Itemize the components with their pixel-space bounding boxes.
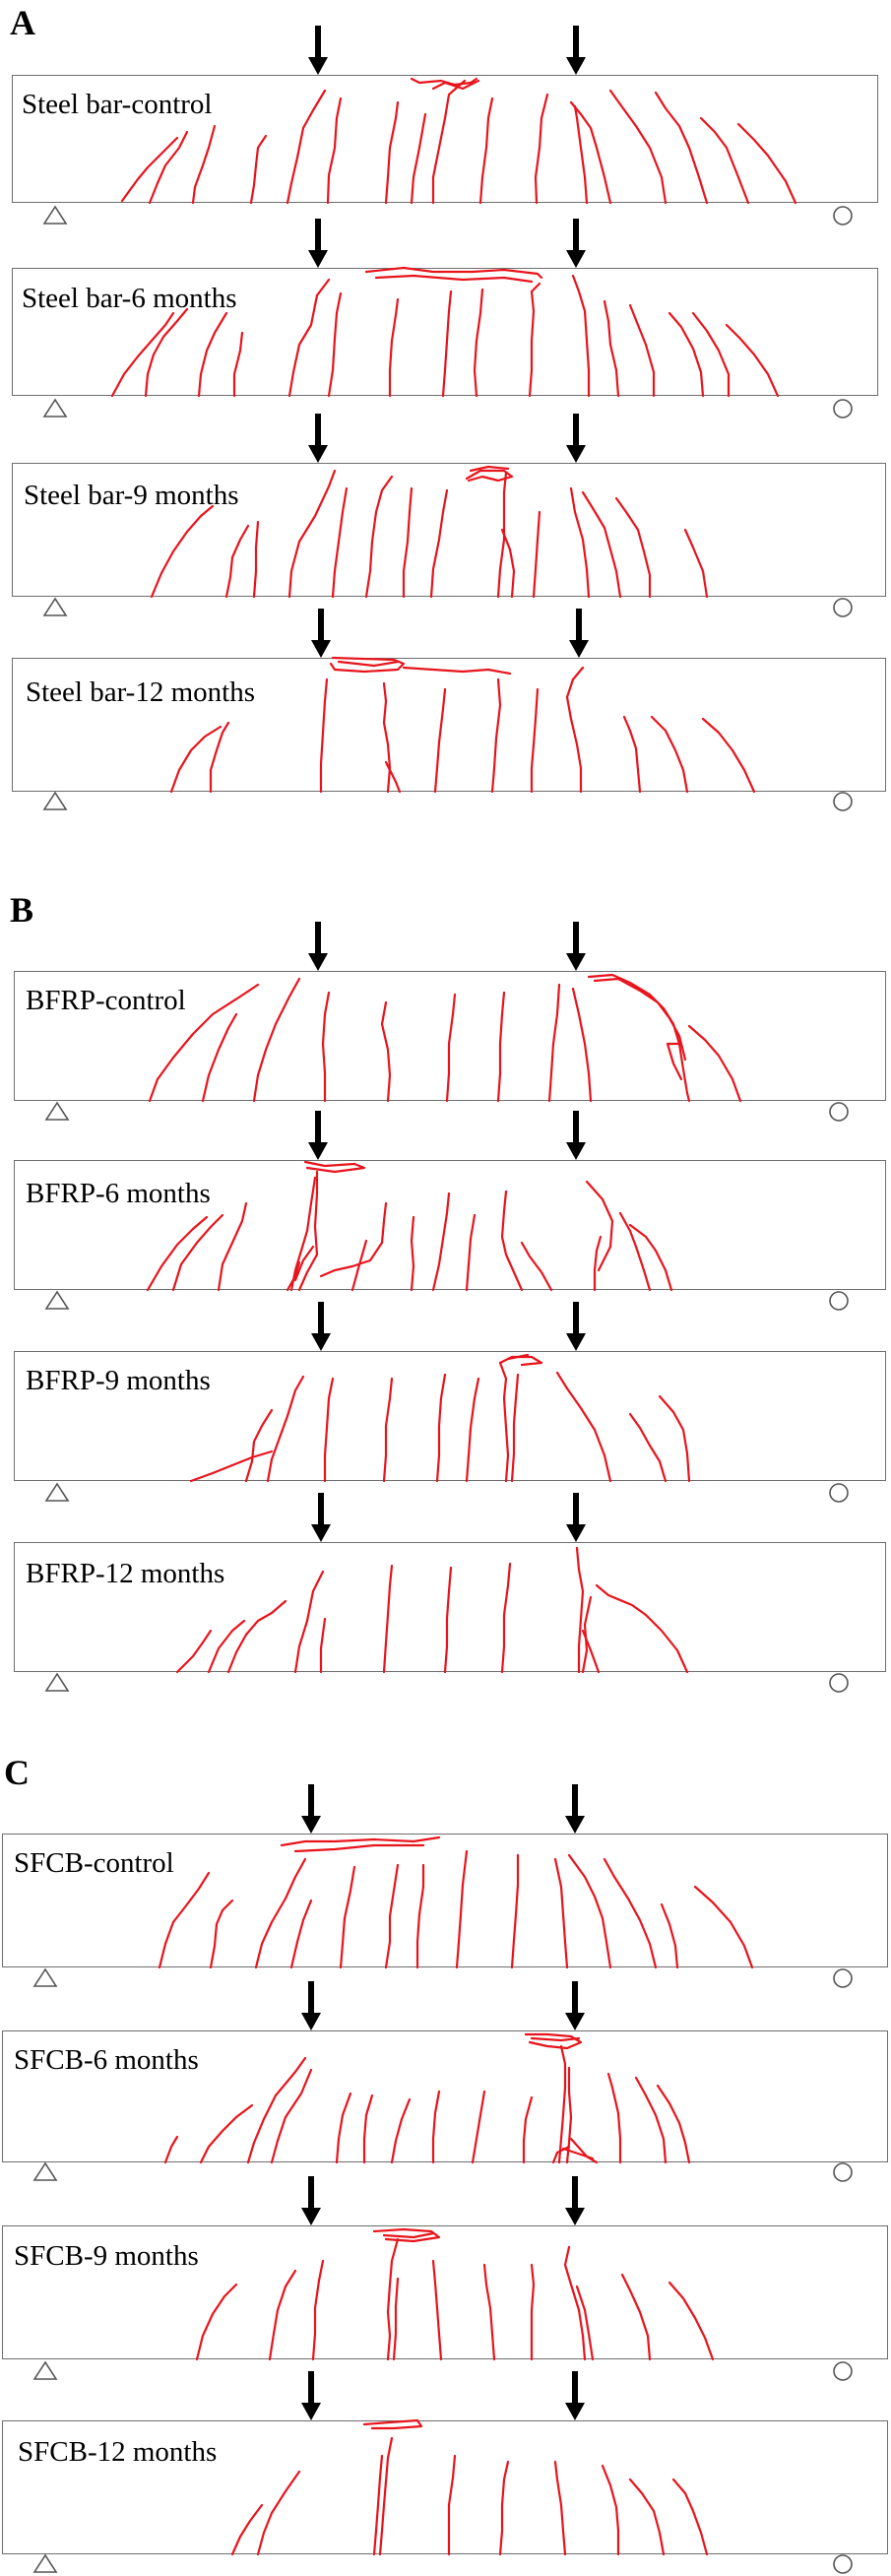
beam-bfrp-control — [14, 971, 886, 1101]
cracks-sfcb-6-months — [163, 2032, 691, 2164]
beam-steel-6-months — [12, 268, 878, 396]
beam-label: Steel bar-12 months — [26, 676, 255, 708]
down-arrow-icon — [308, 922, 328, 971]
down-arrow-icon — [566, 1493, 586, 1542]
beam-bfrp-9-months — [14, 1351, 886, 1481]
cracks-bfrp-control — [148, 973, 742, 1103]
down-arrow-icon — [566, 26, 586, 75]
beam-label: BFRP-control — [26, 985, 186, 1016]
triangle-support-icon — [33, 2554, 57, 2573]
circle-support-icon — [833, 2361, 853, 2381]
beam-label: Steel bar-9 months — [24, 480, 239, 511]
down-arrow-icon — [301, 2176, 321, 2225]
beam-label: SFCB-control — [14, 1847, 174, 1879]
circle-support-icon — [829, 1291, 849, 1311]
cracks-sfcb-control — [158, 1835, 754, 1969]
down-arrow-icon — [301, 1981, 321, 2030]
cracks-steel-9-months — [150, 465, 709, 599]
circle-support-icon — [833, 206, 853, 225]
circle-support-icon — [833, 2162, 853, 2182]
beam-label: SFCB-6 months — [14, 2044, 199, 2076]
down-arrow-icon — [301, 1784, 321, 1834]
cracks-sfcb-9-months — [195, 2227, 715, 2361]
cracks-bfrp-9-months — [189, 1353, 691, 1483]
down-arrow-icon — [311, 1493, 331, 1542]
down-arrow-icon — [311, 1302, 331, 1351]
down-arrow-icon — [308, 1111, 328, 1160]
panel-letter-b: B — [10, 890, 34, 930]
beam-label: SFCB-12 months — [18, 2436, 218, 2468]
beam-sfcb-12-months — [2, 2420, 888, 2554]
down-arrow-icon — [308, 414, 328, 463]
beam-bfrp-12-months — [14, 1542, 886, 1672]
beam-label: BFRP-12 months — [26, 1558, 225, 1589]
beam-label: BFRP-9 months — [26, 1365, 211, 1396]
cracks-sfcb-12-months — [230, 2418, 709, 2556]
beam-steel-control — [12, 75, 878, 203]
cracks-bfrp-6-months — [146, 1160, 673, 1292]
beam-label: Steel bar-control — [22, 89, 213, 120]
beam-bfrp-6-months — [14, 1160, 886, 1290]
circle-support-icon — [833, 792, 853, 811]
triangle-support-icon — [45, 1483, 69, 1502]
down-arrow-icon — [566, 414, 586, 463]
circle-support-icon — [833, 598, 853, 617]
triangle-support-icon — [43, 598, 67, 616]
beam-label: SFCB-9 months — [14, 2240, 199, 2272]
down-arrow-icon — [308, 219, 328, 268]
triangle-support-icon — [43, 399, 67, 418]
down-arrow-icon — [569, 609, 589, 658]
beam-sfcb-6-months — [2, 2030, 888, 2162]
triangle-support-icon — [45, 1291, 69, 1310]
cracks-steel-12-months — [169, 656, 756, 794]
cracks-steel-6-months — [110, 266, 780, 398]
circle-support-icon — [833, 2554, 853, 2574]
triangle-support-icon — [33, 2361, 57, 2380]
down-arrow-icon — [566, 1302, 586, 1351]
down-arrow-icon — [311, 609, 331, 658]
circle-support-icon — [829, 1102, 849, 1122]
beam-label: BFRP-6 months — [26, 1178, 211, 1209]
down-arrow-icon — [565, 1784, 585, 1834]
circle-support-icon — [829, 1673, 849, 1693]
beam-steel-9-months — [12, 463, 886, 597]
panel-letter-a: A — [10, 3, 35, 42]
down-arrow-icon — [566, 922, 586, 971]
panel-letter-c: C — [4, 1753, 30, 1792]
beam-sfcb-control — [2, 1834, 888, 1967]
down-arrow-icon — [308, 26, 328, 75]
beam-label: Steel bar-6 months — [22, 283, 237, 314]
cracks-steel-control — [120, 77, 797, 205]
beam-sfcb-9-months — [2, 2225, 888, 2359]
triangle-support-icon — [33, 2162, 57, 2181]
triangle-support-icon — [43, 206, 67, 225]
beam-steel-12-months — [12, 658, 886, 792]
circle-support-icon — [829, 1483, 849, 1503]
triangle-support-icon — [45, 1673, 69, 1692]
circle-support-icon — [833, 399, 853, 419]
triangle-support-icon — [43, 792, 67, 810]
circle-support-icon — [833, 1968, 853, 1988]
down-arrow-icon — [565, 2176, 585, 2225]
down-arrow-icon — [566, 1111, 586, 1160]
down-arrow-icon — [566, 219, 586, 268]
down-arrow-icon — [301, 2371, 321, 2420]
triangle-support-icon — [45, 1102, 69, 1121]
triangle-support-icon — [33, 1968, 57, 1987]
cracks-bfrp-12-months — [175, 1546, 689, 1674]
down-arrow-icon — [565, 1981, 585, 2030]
down-arrow-icon — [565, 2371, 585, 2420]
